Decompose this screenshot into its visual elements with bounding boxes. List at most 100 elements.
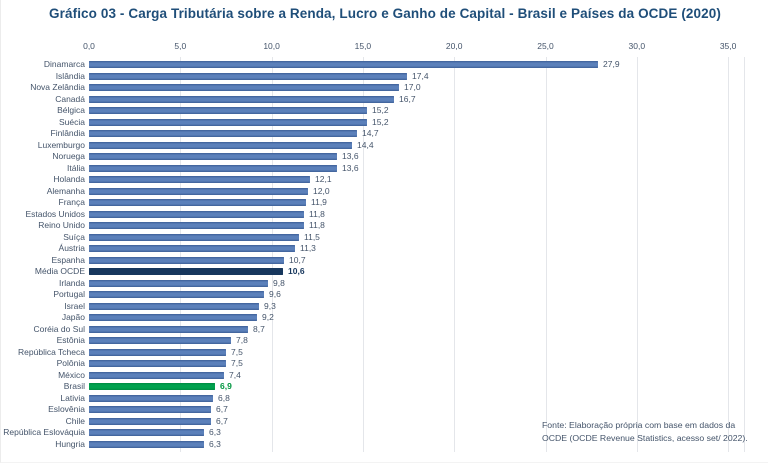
bar-row: Estados Unidos 11,8 xyxy=(1,209,768,221)
value-label: 7,5 xyxy=(231,358,243,368)
bar-row: Noruega 13,6 xyxy=(1,151,768,163)
x-axis-tick-label: 0,0 xyxy=(83,41,95,51)
bar-row: Islândia 17,4 xyxy=(1,71,768,83)
category-label: Alemanha xyxy=(46,185,85,196)
bar xyxy=(89,325,248,333)
gridline xyxy=(271,57,273,452)
bar-row: Chile 6,7 xyxy=(1,416,768,428)
category-label: França xyxy=(58,197,85,207)
bar xyxy=(89,141,352,149)
category-label: Coréia do Sul xyxy=(33,323,85,334)
value-label: 6,3 xyxy=(209,427,221,437)
category-label: Lativia xyxy=(60,392,85,403)
value-label: 9,6 xyxy=(269,289,281,299)
bar xyxy=(89,164,337,172)
bar-row: Luxemburgo 14,4 xyxy=(1,140,768,152)
bar-row: Brasil 6,9 xyxy=(1,381,768,393)
x-axis-tick-label: 35,0 xyxy=(719,41,737,51)
x-axis-tick-label: 5,0 xyxy=(174,41,187,51)
bar-row: Estônia 7,8 xyxy=(1,335,768,347)
bar xyxy=(89,84,399,92)
value-label: 6,3 xyxy=(209,438,221,449)
bar xyxy=(89,72,407,80)
plot-right-border xyxy=(744,57,745,452)
category-label: Itália xyxy=(67,162,85,173)
value-label: 6,7 xyxy=(216,404,228,414)
bar xyxy=(89,268,283,276)
category-label: Suíça xyxy=(63,231,85,242)
bar xyxy=(89,176,310,184)
bar xyxy=(89,233,299,241)
bar xyxy=(89,440,204,448)
value-label: 11,8 xyxy=(309,220,325,230)
value-label: 6,9 xyxy=(220,381,232,391)
value-label: 15,2 xyxy=(372,116,389,127)
category-label: República Eslováquia xyxy=(3,427,85,437)
value-label: 7,5 xyxy=(231,346,243,357)
value-label: 17,0 xyxy=(404,82,421,92)
x-axis-tick-label: 10,0 xyxy=(263,41,280,51)
bar xyxy=(89,95,394,103)
bar xyxy=(89,429,204,437)
bar-row: Irlanda 9,8 xyxy=(1,278,768,290)
category-label: Áustria xyxy=(58,243,85,253)
category-label: Reino Unido xyxy=(38,220,85,230)
bar xyxy=(89,360,226,368)
bar-row: Espanha 10,7 xyxy=(1,255,768,267)
value-label: 11,9 xyxy=(311,197,327,207)
value-label: 12,1 xyxy=(315,174,332,184)
category-label: Brasil xyxy=(63,381,85,391)
value-label: 11,5 xyxy=(304,231,320,242)
category-label: Espanha xyxy=(51,254,85,265)
bar xyxy=(89,107,367,115)
value-label: 9,2 xyxy=(262,312,274,322)
bar xyxy=(89,153,337,161)
bar xyxy=(89,371,224,379)
value-label: 10,7 xyxy=(289,254,306,265)
value-label: 12,0 xyxy=(313,185,330,196)
x-axis-tick-label: 30,0 xyxy=(628,41,646,51)
bar-row: Holanda 12,1 xyxy=(1,174,768,186)
bar-row: República Tcheca 7,5 xyxy=(1,347,768,359)
category-label: Estônia xyxy=(56,335,85,345)
bar xyxy=(89,302,259,310)
bar xyxy=(89,417,211,425)
value-label: 9,8 xyxy=(273,277,285,288)
bar xyxy=(89,279,268,287)
bar xyxy=(89,256,284,264)
category-label: Eslovênia xyxy=(48,404,85,414)
bar-row: Hungria 6,3 xyxy=(1,439,768,451)
category-label: Finlândia xyxy=(50,128,86,138)
bar xyxy=(89,348,226,356)
bar xyxy=(89,245,295,253)
bar-row: Suécia 15,2 xyxy=(1,117,768,129)
gridline xyxy=(636,57,638,452)
x-axis-tick-label: 15,0 xyxy=(354,41,372,51)
category-label: Holanda xyxy=(53,174,85,184)
value-label: 9,3 xyxy=(264,300,276,311)
bar-row: Finlândia 14,7 xyxy=(1,128,768,140)
category-label: Hungria xyxy=(55,438,85,449)
value-label: 16,7 xyxy=(399,93,416,104)
bar-row: Média OCDE 10,6 xyxy=(1,266,768,278)
bar-row: México 7,4 xyxy=(1,370,768,382)
value-label: 13,6 xyxy=(342,151,359,161)
bar xyxy=(89,314,257,322)
source-note: Fonte: Elaboração própria com base em da… xyxy=(542,419,757,445)
value-label: 7,4 xyxy=(229,369,241,380)
bar xyxy=(89,210,304,218)
category-label: Chile xyxy=(65,415,85,426)
bar xyxy=(89,130,357,138)
category-label: Noruega xyxy=(52,151,85,161)
category-label: México xyxy=(58,369,85,380)
bar xyxy=(89,291,264,299)
category-label: Israel xyxy=(64,300,85,311)
category-label: Luxemburgo xyxy=(37,139,85,150)
source-note-line2: OCDE (OCDE Revenue Statistics, acesso se… xyxy=(542,433,748,443)
value-label: 10,6 xyxy=(288,266,305,276)
value-label: 13,6 xyxy=(342,162,359,173)
bar-row: Bélgica 15,2 xyxy=(1,105,768,117)
value-label: 6,7 xyxy=(216,415,228,426)
gridline xyxy=(180,57,182,452)
